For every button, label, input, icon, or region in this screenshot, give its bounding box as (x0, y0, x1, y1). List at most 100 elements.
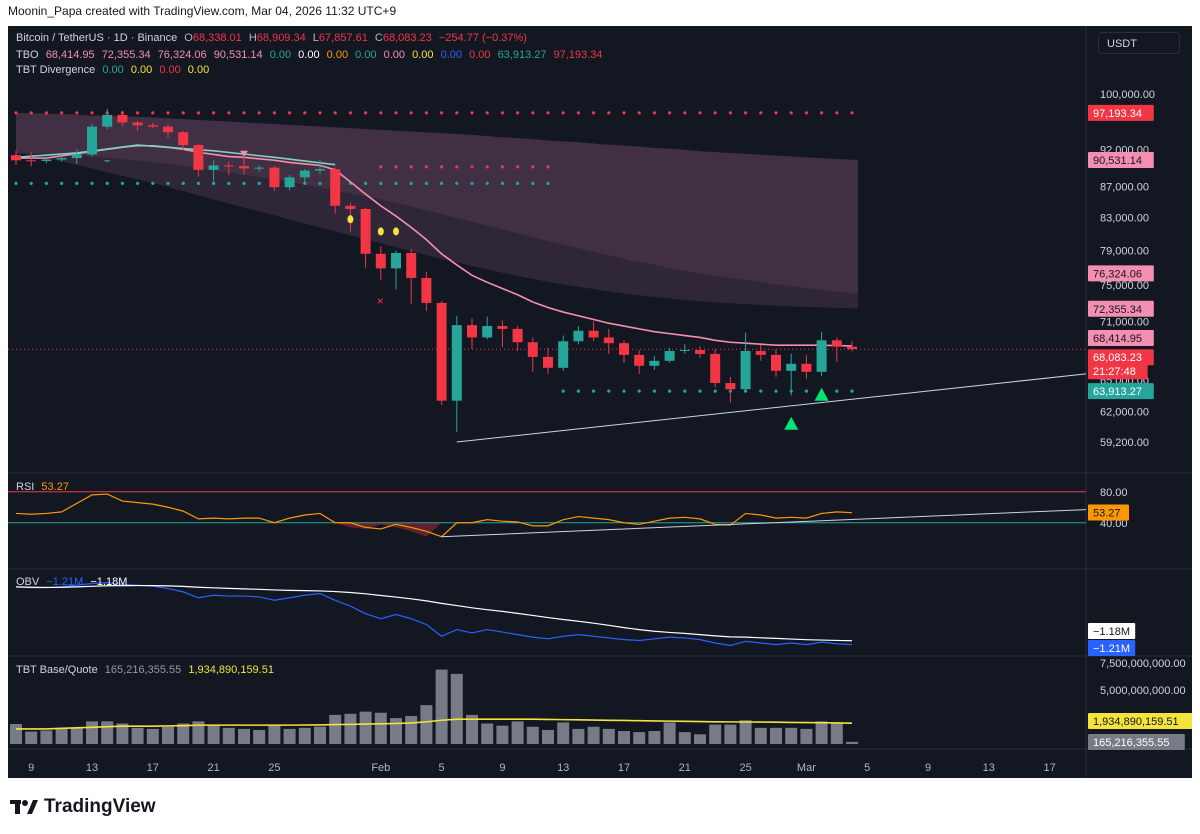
candle-body (315, 169, 325, 171)
resistance-dots-dot (470, 111, 474, 115)
candle (315, 160, 325, 175)
candle-body (588, 330, 599, 338)
candle-body (178, 132, 189, 146)
price-axis-label: 100,000.00 (1100, 89, 1155, 101)
candle-body (360, 208, 371, 254)
x-axis-label: 13 (983, 762, 995, 774)
candle (740, 332, 751, 392)
volume-bar (450, 673, 463, 744)
currency-button[interactable]: USDT (1098, 32, 1180, 54)
resistance-dots-dot (242, 111, 246, 115)
rsi-trendline (441, 509, 1087, 538)
support-dots-upper-dot (379, 181, 383, 185)
rsi-line (15, 493, 853, 538)
resistance-dots-dot (333, 111, 337, 115)
resistance-dots-dot (576, 111, 581, 115)
candle-body (147, 125, 158, 127)
volume-bar (633, 732, 646, 744)
resistance-dots-dot (303, 111, 307, 115)
obv-value-2: −1.18M (90, 576, 128, 588)
price-label-5: 68,083.23 (1093, 352, 1142, 364)
price-axis-label: 59,200.00 (1100, 437, 1149, 449)
buy-signal-small (103, 160, 112, 163)
resistance-dots-dot (531, 111, 535, 115)
chart-area[interactable]: × 100,000.00 92,000.00 87,000.00 83,000.00 79… (8, 26, 1192, 778)
candle (41, 156, 52, 164)
bq-legend[interactable]: TBT Base/Quote 165,216,355.55 1,934,890,… (16, 664, 278, 676)
x-axis-label: 17 (147, 762, 159, 774)
candle (482, 316, 493, 340)
tbo-legend[interactable]: TBO 68,414.95 72,355.34 76,324.06 90,531… (16, 49, 607, 61)
candle (391, 250, 401, 290)
bq-label-volume-bg (1088, 734, 1185, 750)
candle (497, 320, 508, 348)
candle-body (695, 350, 705, 354)
resistance-dots-mid-dot (500, 165, 504, 169)
support-dots-lower-dot (652, 389, 657, 393)
candle (573, 326, 584, 345)
candle (117, 110, 128, 127)
chart-credit: Moonin_Papa created with TradingView.com… (8, 4, 397, 18)
volume-bar (694, 734, 706, 744)
tradingview-brand[interactable]: TradingView (10, 796, 156, 818)
volume-bar (116, 723, 129, 744)
low-value: 67,857.61 (318, 32, 368, 44)
main-legend: Bitcoin / TetherUS · 1D · Binance O68,33… (16, 32, 531, 44)
close-value: 68,083.23 (382, 32, 432, 44)
divergence-marker-2 (393, 227, 399, 236)
obv-label-2-bg (1088, 640, 1136, 656)
volume-bar (815, 721, 828, 744)
price-label-3: 72,355.34 (1093, 304, 1142, 316)
tbo-value-3: 76,324.06 (157, 49, 207, 61)
rsi-axis-label: 80.00 (1100, 487, 1128, 499)
candle (771, 349, 781, 377)
resistance-dots (14, 111, 854, 115)
candle-body (451, 325, 462, 401)
candle-body (421, 277, 432, 303)
price-label-5-bg (1088, 349, 1154, 366)
support-dots-upper-dot (485, 181, 489, 185)
x-axis-label: 17 (618, 762, 630, 774)
x-axis-label: Feb (371, 762, 390, 774)
divergence-legend[interactable]: TBT Divergence 0.00 0.00 0.00 0.00 (16, 64, 213, 76)
candle-body (512, 328, 523, 343)
support-dots-upper-dot (455, 181, 459, 185)
candle-body (87, 126, 97, 155)
chart-plot[interactable]: ×100,000.0092,000.0087,000.0083,000.0079… (8, 26, 1192, 778)
symbol-label[interactable]: Bitcoin / TetherUS · 1D · Binance (16, 32, 178, 44)
candle-body (619, 343, 629, 355)
candle (451, 315, 462, 432)
tbo-name: TBO (16, 49, 39, 61)
volume-bar (602, 728, 615, 744)
candle (436, 301, 447, 405)
resistance-dots-dot (394, 111, 398, 115)
volume-bar (526, 726, 539, 744)
candle-body (239, 166, 249, 169)
volume-ma-line (16, 718, 853, 730)
candle-body (710, 353, 721, 384)
support-dots-lower-dot (713, 389, 717, 393)
resistance-dots-mid-dot (531, 165, 535, 169)
tbo-value-7: 0.00 (326, 49, 349, 61)
candle-body (573, 330, 584, 342)
rsi-legend[interactable]: RSI 53.27 (16, 481, 73, 493)
resistance-dots-dot (272, 111, 276, 115)
price-label-7-bg (1088, 383, 1154, 400)
tbo-value-2: 72,355.34 (101, 49, 151, 61)
volume-bar (709, 724, 722, 744)
obv-legend[interactable]: OBV −1.21M −1.18M (16, 576, 131, 588)
volume-bar (344, 713, 357, 744)
volume-bar (572, 728, 585, 744)
candle (254, 165, 265, 172)
volume-bar (678, 732, 691, 744)
x-axis-label: 21 (207, 762, 219, 774)
volume-bar (542, 729, 554, 744)
candle-body (679, 350, 690, 352)
high-label: H (248, 32, 257, 44)
candle (193, 143, 204, 177)
candle-body (467, 325, 477, 338)
price-label-1-bg (1088, 152, 1154, 169)
support-dots-upper-dot (90, 181, 94, 185)
tbo-fast-line (15, 144, 336, 166)
candle (330, 167, 341, 214)
